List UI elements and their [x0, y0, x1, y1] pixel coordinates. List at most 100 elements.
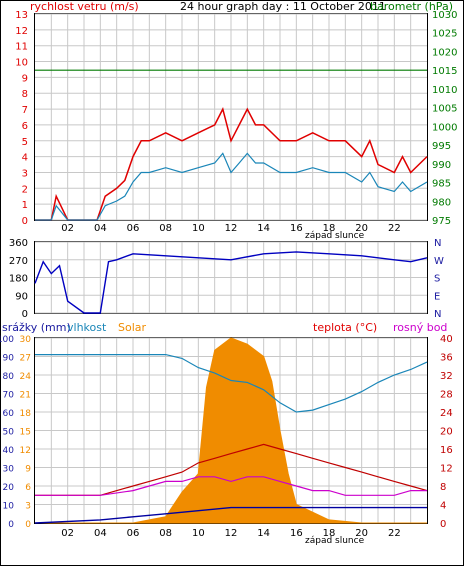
pressure-tick-label: 1005	[432, 104, 457, 115]
temperature-tick-label: 16	[440, 445, 453, 456]
humidity-tick-label: 60	[3, 409, 15, 419]
sunset-label-top: západ slunce	[305, 231, 365, 241]
humidity-tick-label: 20	[3, 483, 15, 493]
temperature-tick-label: 0	[440, 519, 446, 530]
wind-speed-line	[35, 107, 428, 221]
temperature-tick-label: 24	[440, 408, 453, 419]
wind-tick-label: 10	[15, 58, 28, 69]
solar-area	[35, 337, 427, 524]
direction-tick-label: 90	[15, 291, 28, 302]
humidity-tick-label: 0	[8, 520, 14, 530]
pressure-tick-label: 985	[432, 179, 451, 190]
rain-line	[34, 506, 427, 524]
humidity-tick-label: 80	[3, 372, 15, 382]
temperature-tick-label: 36	[440, 353, 453, 364]
direction-tick-label: 360	[9, 238, 28, 249]
rain-tick-label: 15	[20, 428, 31, 438]
pressure-tick-label: 1025	[432, 29, 457, 40]
legend-temperature: teplota (°C)	[313, 321, 377, 334]
wind-tick-label: 13	[15, 10, 28, 21]
wind-average-line	[35, 152, 428, 221]
x-tick-label-top: 12	[225, 223, 238, 234]
temperature-tick-label: 8	[440, 482, 446, 493]
x-tick-label-top: 22	[388, 223, 401, 234]
humidity-tick-label: 100	[0, 335, 14, 345]
compass-tick-label: N	[434, 238, 441, 249]
wind-tick-label: 12	[15, 26, 28, 37]
humidity-line	[35, 354, 428, 413]
temperature-line	[35, 443, 428, 496]
wind-tick-label: 8	[22, 89, 28, 100]
x-tick-label-bottom: 20	[355, 528, 368, 539]
x-tick-label-bottom: 10	[192, 528, 205, 539]
temperature-tick-label: 12	[440, 464, 453, 475]
sunset-label-bottom: západ slunce	[305, 536, 365, 546]
direction-tick-label: 180	[9, 274, 28, 285]
legend-rain: srážky (mm)	[2, 321, 71, 334]
x-tick-label-top: 14	[257, 223, 270, 234]
x-tick-label-top: 06	[127, 223, 140, 234]
x-tick-label-bottom: 08	[159, 528, 172, 539]
humidity-tick-label: 30	[3, 465, 15, 475]
wind-tick-label: 7	[22, 105, 28, 116]
x-tick-label-bottom: 22	[388, 528, 401, 539]
humidity-tick-label: 10	[3, 502, 15, 512]
wind-tick-label: 5	[22, 137, 28, 148]
legend-humidity: vlhkost	[67, 321, 107, 334]
x-tick-label-top: 02	[61, 223, 74, 234]
wind-tick-label: 3	[22, 168, 28, 179]
wind-tick-label: 11	[15, 42, 28, 53]
wind-axis-title: rychlost vetru (m/s)	[30, 0, 139, 13]
direction-tick-label: 270	[9, 256, 28, 267]
x-tick-label-bottom: 16	[290, 528, 303, 539]
temperature-tick-label: 4	[440, 501, 446, 512]
temperature-tick-label: 32	[440, 371, 453, 382]
rain-tick-label: 24	[20, 372, 32, 382]
pressure-tick-label: 990	[432, 160, 451, 171]
temperature-tick-label: 28	[440, 390, 453, 401]
rain-tick-label: 18	[20, 409, 32, 419]
humidity-tick-label: 40	[3, 446, 15, 456]
x-tick-label-top: 08	[159, 223, 172, 234]
chart-marks	[34, 69, 428, 524]
temperature-tick-label: 20	[440, 427, 453, 438]
pressure-tick-label: 995	[432, 141, 451, 152]
pressure-tick-label: 1015	[432, 66, 457, 77]
legend-solar: Solar	[118, 321, 147, 334]
rain-tick-label: 9	[25, 465, 31, 475]
rain-tick-label: 0	[25, 520, 31, 530]
x-tick-label-top: 16	[290, 223, 303, 234]
x-tick-label-top: 18	[323, 223, 336, 234]
pressure-tick-label: 1010	[432, 85, 457, 96]
x-tick-label-bottom: 14	[257, 528, 270, 539]
wind-tick-label: 6	[22, 121, 28, 132]
wind-tick-label: 2	[22, 184, 28, 195]
chart-title: 24 hour graph day : 11 October 2011	[180, 0, 386, 13]
rain-tick-label: 3	[25, 502, 31, 512]
humidity-tick-label: 90	[3, 354, 15, 364]
direction-tick-label: 0	[22, 309, 28, 320]
x-tick-label-top: 20	[355, 223, 368, 234]
x-tick-label-bottom: 04	[94, 528, 107, 539]
x-tick-label-top: 04	[94, 223, 107, 234]
wind-tick-label: 1	[22, 200, 28, 211]
compass-tick-label: E	[434, 291, 440, 302]
pressure-axis-title: barometr (hPa)	[370, 0, 453, 13]
x-tick-label-top: 10	[192, 223, 205, 234]
rain-tick-label: 27	[20, 354, 31, 364]
humidity-tick-label: 50	[3, 428, 15, 438]
x-tick-label-bottom: 18	[323, 528, 336, 539]
wind-tick-label: 4	[22, 153, 28, 164]
rain-tick-label: 6	[25, 483, 31, 493]
pressure-tick-label: 1020	[432, 47, 457, 58]
rain-tick-label: 30	[20, 335, 32, 345]
axes: 0202040406060808101012121414161618182020…	[0, 10, 457, 539]
rain-tick-label: 21	[20, 391, 31, 401]
legend-dewpoint: rosný bod	[393, 321, 447, 334]
wind-direction-line	[34, 251, 428, 314]
temperature-tick-label: 40	[440, 334, 453, 345]
pressure-tick-label: 980	[432, 197, 451, 208]
x-tick-label-bottom: 12	[225, 528, 238, 539]
pressure-tick-label: 1030	[432, 10, 457, 21]
